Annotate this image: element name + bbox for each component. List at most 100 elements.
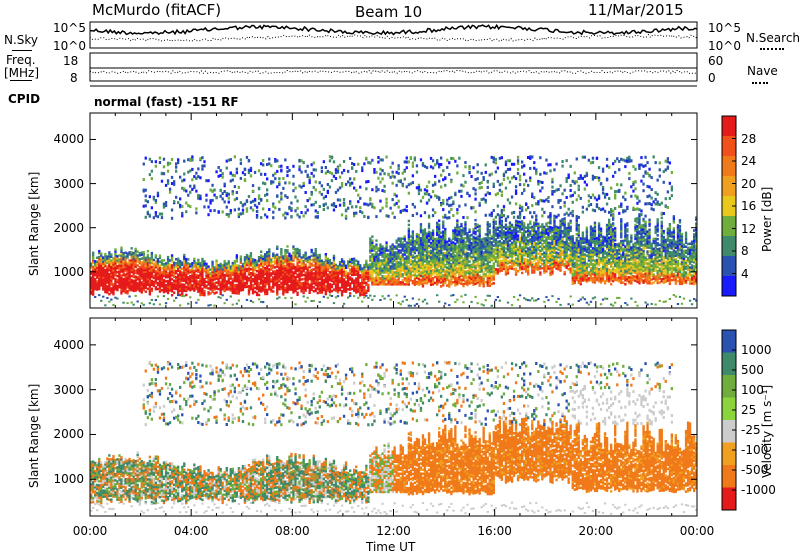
range-cell bbox=[336, 265, 340, 268]
range-cell bbox=[144, 268, 147, 272]
range-cell bbox=[221, 172, 224, 176]
range-cell bbox=[282, 213, 285, 217]
range-cell bbox=[460, 183, 463, 187]
range-cell bbox=[284, 211, 287, 215]
range-cell bbox=[247, 195, 251, 198]
range-cell bbox=[144, 215, 147, 219]
range-cell bbox=[347, 169, 350, 173]
range-cell bbox=[136, 286, 139, 289]
range-cell bbox=[516, 215, 520, 219]
range-cell bbox=[211, 288, 214, 291]
range-cell bbox=[349, 292, 352, 295]
range-cell bbox=[173, 269, 176, 272]
range-cell bbox=[484, 213, 487, 217]
range-cell bbox=[166, 291, 170, 295]
range-cell bbox=[349, 282, 352, 285]
range-cell bbox=[397, 301, 400, 304]
range-cell bbox=[183, 257, 186, 261]
range-cell bbox=[375, 170, 378, 174]
range-cell bbox=[231, 273, 234, 277]
range-cell bbox=[142, 264, 145, 268]
range-cell bbox=[187, 276, 190, 279]
range-cell bbox=[466, 232, 469, 235]
range-cell bbox=[148, 257, 152, 260]
range-cell bbox=[332, 254, 336, 258]
range-cell bbox=[217, 277, 220, 281]
range-cell bbox=[170, 208, 174, 212]
range-cell bbox=[195, 283, 198, 287]
range-cell bbox=[446, 266, 449, 269]
range-cell bbox=[112, 257, 115, 260]
range-cell bbox=[361, 267, 364, 270]
range-cell bbox=[100, 282, 103, 285]
range-cell bbox=[209, 284, 212, 287]
range-cell bbox=[191, 178, 194, 182]
range-cell bbox=[130, 266, 133, 270]
range-cell bbox=[363, 162, 366, 166]
range-cell bbox=[419, 270, 423, 274]
range-cell bbox=[282, 255, 285, 258]
range-cell bbox=[207, 205, 210, 209]
range-cell bbox=[458, 237, 461, 241]
range-cell bbox=[187, 286, 190, 289]
range-cell bbox=[436, 237, 439, 240]
range-cell bbox=[260, 254, 263, 257]
range-cell bbox=[211, 278, 214, 282]
range-cell bbox=[223, 302, 226, 305]
range-cell bbox=[168, 285, 172, 288]
range-cell bbox=[330, 289, 334, 293]
range-cell bbox=[203, 160, 206, 164]
range-cell bbox=[148, 267, 152, 270]
range-cell bbox=[181, 263, 184, 266]
range-cell bbox=[110, 253, 113, 256]
range-cell bbox=[231, 303, 234, 306]
range-cell bbox=[470, 175, 473, 178]
range-cell bbox=[173, 267, 176, 270]
range-cell bbox=[470, 233, 473, 237]
range-cell bbox=[144, 270, 147, 274]
range-cell bbox=[395, 294, 398, 297]
range-cell bbox=[444, 227, 447, 231]
range-cell bbox=[484, 263, 487, 266]
range-cell bbox=[193, 261, 196, 264]
range-cell bbox=[415, 254, 419, 258]
range-cell bbox=[199, 272, 202, 275]
range-cell bbox=[144, 274, 147, 278]
range-cell bbox=[454, 193, 457, 197]
range-cell bbox=[221, 280, 224, 283]
range-cell bbox=[183, 259, 186, 263]
range-cell bbox=[225, 272, 228, 275]
range-cell bbox=[199, 262, 202, 265]
range-cell bbox=[160, 261, 164, 264]
range-cell bbox=[272, 264, 275, 267]
range-cell bbox=[104, 284, 107, 288]
range-cell bbox=[504, 223, 508, 226]
range-cell bbox=[243, 267, 247, 271]
range-cell bbox=[112, 267, 115, 270]
range-cell bbox=[427, 214, 431, 218]
range-cell bbox=[170, 264, 174, 267]
range-cell bbox=[508, 180, 512, 184]
range-cell bbox=[144, 264, 147, 268]
range-cell bbox=[146, 263, 150, 267]
range-cell bbox=[298, 184, 301, 188]
range-cell bbox=[369, 255, 372, 258]
range-cell bbox=[219, 288, 222, 292]
range-cell bbox=[257, 197, 261, 201]
range-cell bbox=[268, 268, 271, 271]
range-cell bbox=[237, 212, 241, 216]
range-cell bbox=[164, 272, 168, 275]
range-cell bbox=[324, 284, 328, 288]
range-cell bbox=[401, 237, 404, 240]
range-cell bbox=[108, 261, 111, 264]
range-cell bbox=[130, 282, 133, 286]
range-cell bbox=[110, 261, 113, 264]
range-cell bbox=[241, 264, 245, 268]
range-cell bbox=[132, 285, 135, 289]
range-cell bbox=[484, 193, 487, 197]
range-cell bbox=[245, 199, 249, 203]
range-cell bbox=[168, 187, 172, 191]
range-cell bbox=[130, 278, 133, 282]
range-cell bbox=[130, 288, 133, 292]
range-cell bbox=[156, 194, 160, 198]
